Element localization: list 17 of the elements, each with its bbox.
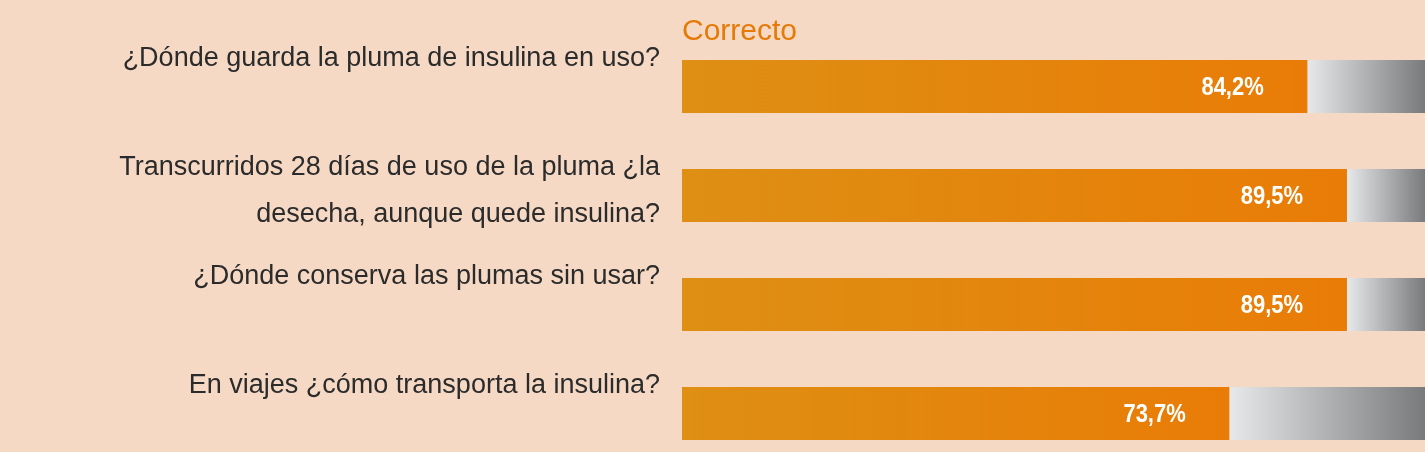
y-tick-label: En viajes ¿cómo transporta la insulina?: [188, 369, 660, 399]
data-label: 89,5%: [1240, 182, 1304, 210]
series-label: Correcto: [682, 13, 798, 46]
y-tick-label: Transcurridos 28 días de uso de la pluma ¿la desecha, aunque quede insulina?: [119, 151, 661, 228]
data-label: 73,7%: [1123, 400, 1186, 428]
y-tick-label: ¿Dónde conserva las plumas sin usar?: [193, 260, 660, 290]
bar: [1346, 169, 1425, 222]
bar: [1346, 278, 1425, 331]
data-label: 84,2%: [1201, 73, 1264, 101]
bar: [682, 387, 1230, 440]
data-label: 89,5%: [1240, 291, 1304, 319]
bar: [1229, 387, 1425, 440]
y-tick-label: ¿Dónde guarda la pluma de insulina en uso?: [122, 42, 660, 72]
bar: [682, 278, 1347, 331]
bar: [682, 60, 1308, 113]
bar: [682, 169, 1347, 222]
bar: [1307, 60, 1425, 113]
